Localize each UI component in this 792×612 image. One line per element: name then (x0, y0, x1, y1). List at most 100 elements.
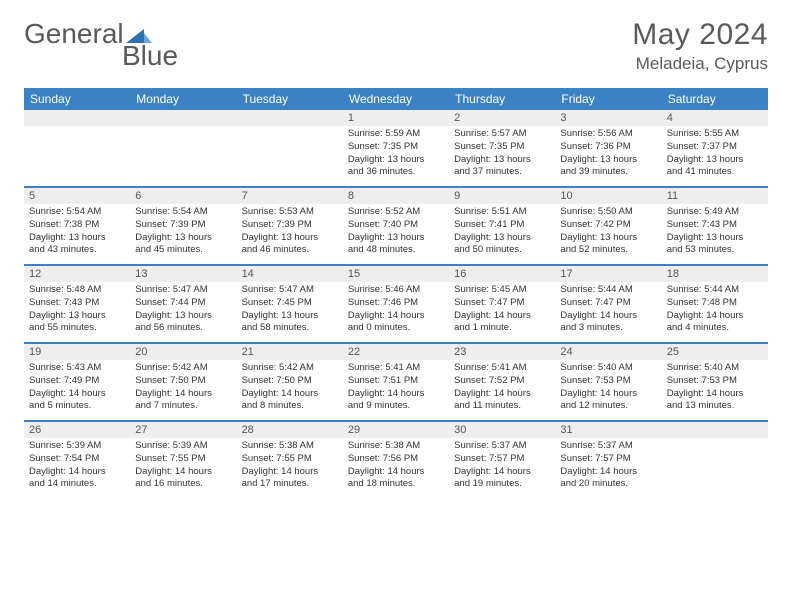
day-body: Sunrise: 5:37 AMSunset: 7:57 PMDaylight:… (555, 438, 661, 495)
day-line: Daylight: 14 hours (135, 388, 231, 401)
day-line: and 50 minutes. (454, 244, 550, 257)
day-line: Sunrise: 5:47 AM (242, 284, 338, 297)
day-line: and 48 minutes. (348, 244, 444, 257)
day-number (24, 110, 130, 126)
day-line: Sunset: 7:48 PM (667, 297, 763, 310)
day-line: Daylight: 13 hours (348, 154, 444, 167)
day-line: Daylight: 13 hours (560, 232, 656, 245)
day-line: and 3 minutes. (560, 322, 656, 335)
week-row: 1Sunrise: 5:59 AMSunset: 7:35 PMDaylight… (24, 110, 768, 188)
day-line: Sunset: 7:47 PM (454, 297, 550, 310)
day-line: Daylight: 14 hours (560, 310, 656, 323)
day-line: Daylight: 13 hours (454, 154, 550, 167)
day-line: Sunset: 7:43 PM (667, 219, 763, 232)
day-number: 29 (343, 422, 449, 438)
day-line: Sunrise: 5:44 AM (560, 284, 656, 297)
day-cell: 27Sunrise: 5:39 AMSunset: 7:55 PMDayligh… (130, 422, 236, 498)
day-cell: 2Sunrise: 5:57 AMSunset: 7:35 PMDaylight… (449, 110, 555, 186)
day-body: Sunrise: 5:38 AMSunset: 7:55 PMDaylight:… (237, 438, 343, 495)
week-row: 19Sunrise: 5:43 AMSunset: 7:49 PMDayligh… (24, 344, 768, 422)
day-number: 9 (449, 188, 555, 204)
day-number (130, 110, 236, 126)
day-number: 30 (449, 422, 555, 438)
day-number: 14 (237, 266, 343, 282)
day-number: 23 (449, 344, 555, 360)
day-body: Sunrise: 5:39 AMSunset: 7:55 PMDaylight:… (130, 438, 236, 495)
day-line: Sunset: 7:47 PM (560, 297, 656, 310)
day-body: Sunrise: 5:50 AMSunset: 7:42 PMDaylight:… (555, 204, 661, 261)
day-line: and 4 minutes. (667, 322, 763, 335)
day-line: Sunrise: 5:53 AM (242, 206, 338, 219)
day-body: Sunrise: 5:43 AMSunset: 7:49 PMDaylight:… (24, 360, 130, 417)
day-line: Sunset: 7:35 PM (348, 141, 444, 154)
day-number: 6 (130, 188, 236, 204)
day-line: Sunrise: 5:54 AM (29, 206, 125, 219)
day-line: Sunrise: 5:37 AM (560, 440, 656, 453)
day-line: Sunset: 7:39 PM (135, 219, 231, 232)
day-line: Sunrise: 5:56 AM (560, 128, 656, 141)
day-number: 20 (130, 344, 236, 360)
day-number: 2 (449, 110, 555, 126)
day-line: Daylight: 14 hours (348, 310, 444, 323)
day-line: Sunset: 7:55 PM (242, 453, 338, 466)
day-cell: 5Sunrise: 5:54 AMSunset: 7:38 PMDaylight… (24, 188, 130, 264)
day-body: Sunrise: 5:38 AMSunset: 7:56 PMDaylight:… (343, 438, 449, 495)
day-body: Sunrise: 5:39 AMSunset: 7:54 PMDaylight:… (24, 438, 130, 495)
day-line: Daylight: 13 hours (135, 310, 231, 323)
day-line: Sunset: 7:43 PM (29, 297, 125, 310)
day-line: Daylight: 13 hours (560, 154, 656, 167)
day-line: Daylight: 13 hours (242, 310, 338, 323)
day-line: and 37 minutes. (454, 166, 550, 179)
day-line: Sunrise: 5:45 AM (454, 284, 550, 297)
title-block: May 2024 Meladeia, Cyprus (632, 18, 768, 74)
day-line: and 58 minutes. (242, 322, 338, 335)
day-line: Sunrise: 5:37 AM (454, 440, 550, 453)
day-line: Sunrise: 5:39 AM (29, 440, 125, 453)
month-title: May 2024 (632, 18, 768, 52)
day-number: 1 (343, 110, 449, 126)
day-line: Sunset: 7:42 PM (560, 219, 656, 232)
day-body: Sunrise: 5:40 AMSunset: 7:53 PMDaylight:… (555, 360, 661, 417)
day-line: Daylight: 13 hours (29, 232, 125, 245)
day-line: Sunset: 7:56 PM (348, 453, 444, 466)
day-line: and 41 minutes. (667, 166, 763, 179)
day-line: Daylight: 13 hours (29, 310, 125, 323)
day-body: Sunrise: 5:57 AMSunset: 7:35 PMDaylight:… (449, 126, 555, 183)
day-body (237, 126, 343, 132)
day-line: Sunset: 7:54 PM (29, 453, 125, 466)
day-body: Sunrise: 5:51 AMSunset: 7:41 PMDaylight:… (449, 204, 555, 261)
day-line: Sunset: 7:46 PM (348, 297, 444, 310)
day-line: Daylight: 13 hours (667, 232, 763, 245)
week-row: 26Sunrise: 5:39 AMSunset: 7:54 PMDayligh… (24, 422, 768, 498)
logo-text-part2: Blue (122, 40, 178, 72)
day-line: and 53 minutes. (667, 244, 763, 257)
day-line: Daylight: 14 hours (560, 388, 656, 401)
day-line: Sunrise: 5:47 AM (135, 284, 231, 297)
day-line: Sunset: 7:55 PM (135, 453, 231, 466)
day-number: 19 (24, 344, 130, 360)
day-body: Sunrise: 5:55 AMSunset: 7:37 PMDaylight:… (662, 126, 768, 183)
day-line: Sunrise: 5:40 AM (667, 362, 763, 375)
day-line: Daylight: 14 hours (454, 388, 550, 401)
day-line: Sunset: 7:52 PM (454, 375, 550, 388)
day-cell: 19Sunrise: 5:43 AMSunset: 7:49 PMDayligh… (24, 344, 130, 420)
day-line: Sunset: 7:51 PM (348, 375, 444, 388)
day-cell (662, 422, 768, 498)
day-number: 28 (237, 422, 343, 438)
day-body: Sunrise: 5:42 AMSunset: 7:50 PMDaylight:… (237, 360, 343, 417)
logo: General Blue (24, 18, 152, 50)
day-body: Sunrise: 5:52 AMSunset: 7:40 PMDaylight:… (343, 204, 449, 261)
day-line: Sunrise: 5:55 AM (667, 128, 763, 141)
day-line: Sunset: 7:41 PM (454, 219, 550, 232)
day-body: Sunrise: 5:49 AMSunset: 7:43 PMDaylight:… (662, 204, 768, 261)
weekday-header: Monday (130, 88, 236, 110)
day-line: and 18 minutes. (348, 478, 444, 491)
day-line: Sunrise: 5:49 AM (667, 206, 763, 219)
day-line: and 17 minutes. (242, 478, 338, 491)
day-body: Sunrise: 5:45 AMSunset: 7:47 PMDaylight:… (449, 282, 555, 339)
day-line: Sunrise: 5:50 AM (560, 206, 656, 219)
day-line: Sunset: 7:39 PM (242, 219, 338, 232)
day-body: Sunrise: 5:40 AMSunset: 7:53 PMDaylight:… (662, 360, 768, 417)
day-body: Sunrise: 5:47 AMSunset: 7:45 PMDaylight:… (237, 282, 343, 339)
day-body: Sunrise: 5:44 AMSunset: 7:48 PMDaylight:… (662, 282, 768, 339)
